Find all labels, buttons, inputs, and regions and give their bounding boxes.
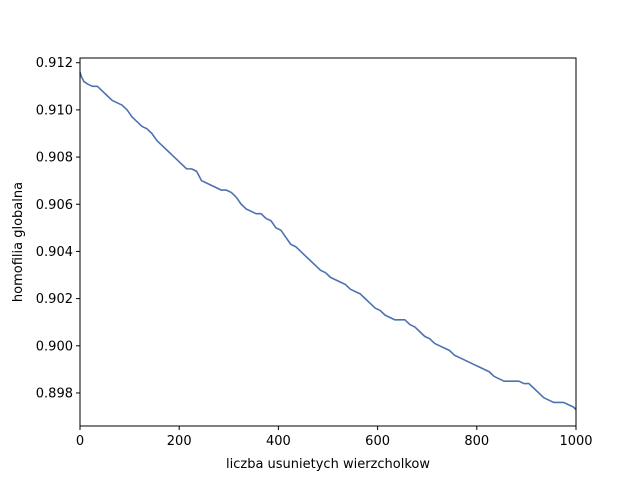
y-tick-label: 0.898 bbox=[36, 386, 73, 401]
y-axis-ticks: 0.898 0.900 0.902 0.904 0.906 0.908 0.910 0.912 bbox=[36, 56, 80, 401]
plot-frame bbox=[79, 57, 577, 427]
x-tick-label: 400 bbox=[266, 434, 291, 449]
x-tick-label: 0 bbox=[76, 434, 84, 449]
x-axis-ticks: 0 200 400 600 800 1000 bbox=[76, 426, 593, 449]
y-tick-label: 0.910 bbox=[36, 103, 73, 118]
y-tick-label: 0.904 bbox=[36, 245, 73, 260]
y-tick-label: 0.902 bbox=[36, 292, 73, 307]
y-tick-label: 0.908 bbox=[36, 151, 73, 166]
x-tick-label: 800 bbox=[464, 434, 489, 449]
y-tick-label: 0.900 bbox=[36, 339, 73, 354]
y-tick-label: 0.912 bbox=[36, 56, 73, 71]
series-layer bbox=[79, 71, 577, 411]
x-tick-label: 1000 bbox=[559, 434, 592, 449]
series-line bbox=[79, 71, 577, 411]
y-tick-label: 0.906 bbox=[36, 198, 73, 213]
plot-area bbox=[80, 58, 576, 426]
x-tick-label: 600 bbox=[365, 434, 390, 449]
x-tick-label: 200 bbox=[167, 434, 192, 449]
y-axis-label: homofilia globalna bbox=[11, 182, 26, 302]
x-axis-label: liczba usunietych wierzcholkow bbox=[226, 457, 430, 472]
